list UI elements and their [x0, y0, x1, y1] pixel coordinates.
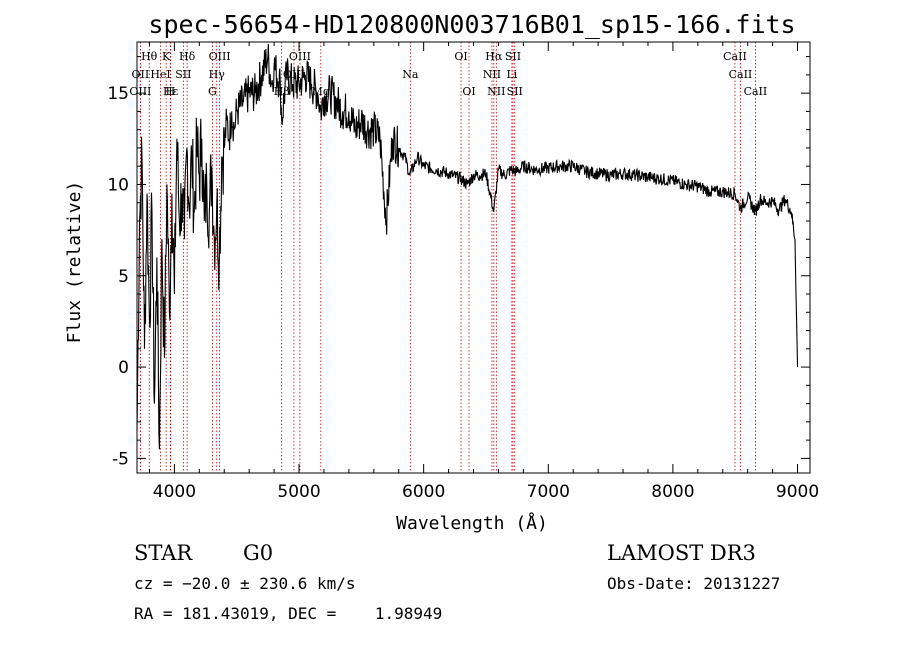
x-tick-label: 8000 — [651, 482, 694, 502]
spectral-line-label: OIII — [289, 50, 311, 63]
spectral-line-label: SII — [175, 68, 191, 81]
spectral-line-label: NII — [483, 68, 501, 81]
spectral-line-label: NII — [487, 85, 505, 98]
spectral-line-label: CaII — [729, 68, 753, 81]
spectral-line-label: K — [162, 50, 171, 63]
survey-name: LAMOST DR3 — [607, 541, 756, 565]
spectral-line-label: Hα — [485, 50, 503, 63]
x-tick-label: 4000 — [153, 482, 196, 502]
spectral-line-label: SII — [507, 85, 523, 98]
y-axis-label: Flux (relative) — [64, 181, 85, 344]
x-tick-label: 7000 — [527, 482, 570, 502]
x-tick-label: 6000 — [402, 482, 445, 502]
spectral-line-label: Li — [506, 68, 517, 81]
observation-date: Obs-Date: 20131227 — [607, 574, 780, 593]
spectral-line-label: CaII — [744, 85, 768, 98]
spectral-line-label: G — [208, 85, 217, 98]
y-tick-label: 5 — [118, 267, 129, 287]
y-tick-label: 15 — [107, 84, 129, 104]
spectral-line-label: Hθ — [141, 50, 158, 63]
object-class: STAR — [134, 541, 193, 565]
y-tick-label: 10 — [107, 175, 129, 195]
x-tick-label: 9000 — [776, 482, 819, 502]
spectral-line-label: OIII — [209, 50, 231, 63]
coordinates: RA = 181.43019, DEC = 1.98949 — [134, 604, 442, 623]
spectrum-series-line — [136, 44, 799, 450]
x-tick-label: 5000 — [277, 482, 320, 502]
y-axis: -5 0 5 10 15 — [107, 56, 810, 469]
spectral-line-label: OI — [454, 50, 467, 63]
y-tick-label: 0 — [118, 358, 129, 378]
spectral-line-label: OIII — [129, 85, 151, 98]
spectral-line-label: H — [166, 85, 176, 98]
spectral-line-label: Na — [402, 68, 419, 81]
x-axis-label: Wavelength (Å) — [396, 512, 548, 534]
spectral-line-label: SII — [505, 50, 521, 63]
spectral-line-label: Hε — [163, 85, 179, 98]
redshift-cz: cz = −20.0 ± 230.6 km/s — [134, 574, 356, 593]
chart-title: spec-56654-HD120800N003716B01_sp15-166.f… — [148, 10, 795, 39]
spectral-line-label: Hδ — [179, 50, 196, 63]
object-subclass: G0 — [243, 541, 273, 565]
spectral-line-label: CaII — [723, 50, 747, 63]
spectral-line-label: OI — [462, 85, 475, 98]
x-axis: 4000 5000 6000 7000 8000 9000 — [148, 42, 819, 502]
spectral-line-label: HeI — [150, 68, 170, 81]
spectral-line-markers — [139, 42, 756, 473]
spectral-line-label: Hγ — [209, 68, 226, 81]
y-tick-label: -5 — [112, 449, 129, 469]
